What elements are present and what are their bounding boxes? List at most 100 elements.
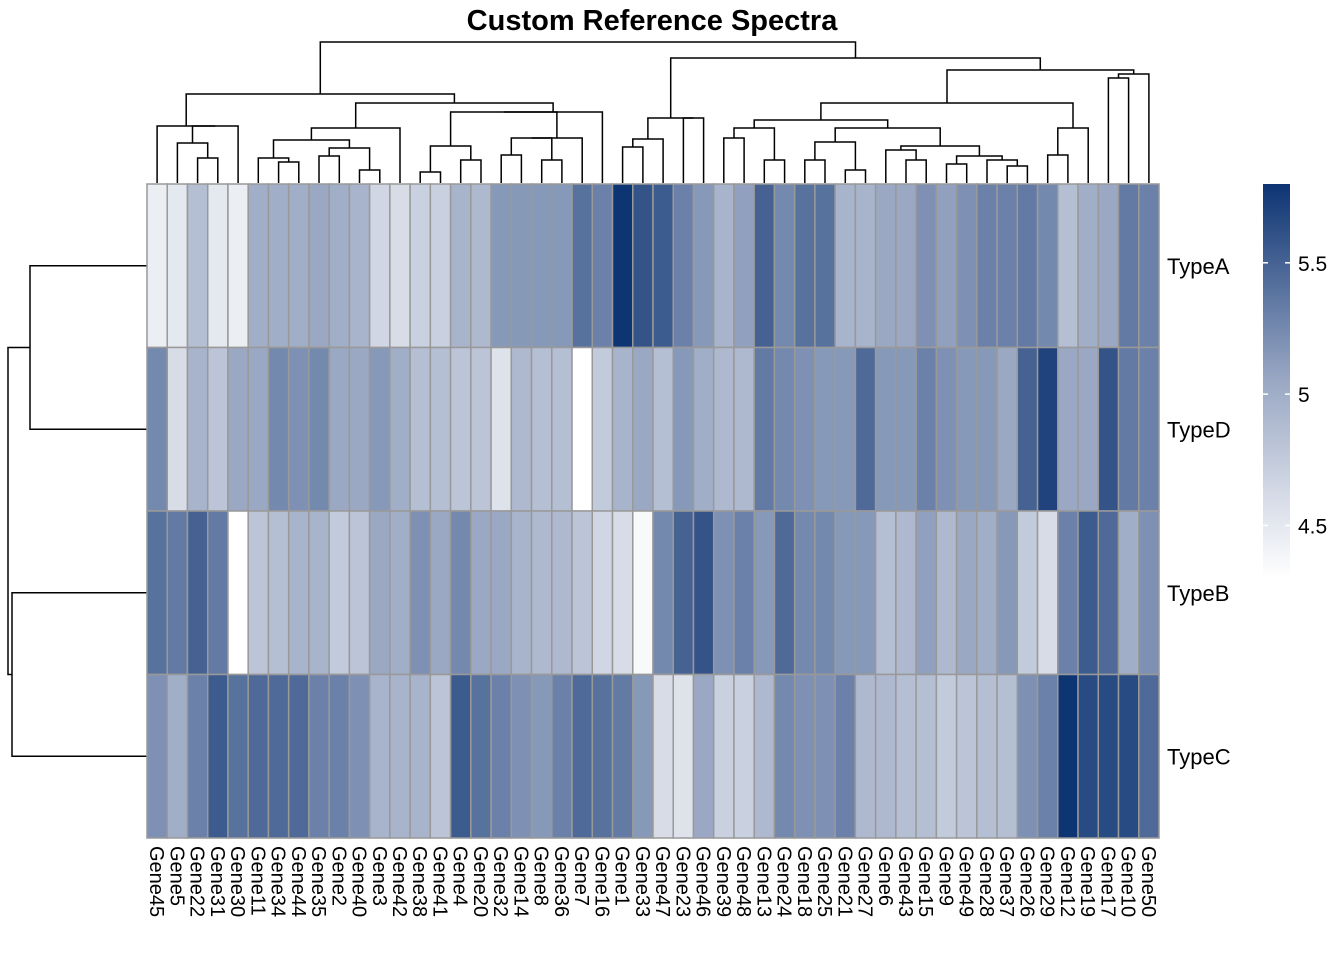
- column-label: Gene21: [833, 846, 855, 917]
- heatmap-cell: [510, 183, 533, 349]
- column-label: Gene38: [408, 846, 430, 917]
- heatmap-cell: [692, 183, 715, 349]
- heatmap-cell: [490, 673, 513, 839]
- heatmap-cell: [267, 673, 290, 839]
- column-label: Gene27: [854, 846, 876, 917]
- heatmap-cell: [611, 346, 634, 512]
- heatmap-cell: [287, 673, 310, 839]
- dendrogram-branch: [945, 163, 968, 183]
- column-label: Gene4: [449, 846, 471, 906]
- heatmap-cell: [429, 673, 452, 839]
- column-label: Gene30: [226, 846, 248, 917]
- column-label: Gene19: [1076, 846, 1098, 917]
- heatmap-cell: [308, 183, 330, 349]
- dendrogram-branch: [156, 125, 216, 183]
- dendrogram-branch: [29, 265, 147, 431]
- column-label: Gene12: [1056, 846, 1078, 917]
- heatmap-cell: [672, 510, 695, 676]
- heatmap-cell: [854, 673, 877, 839]
- heatmap-cell: [206, 183, 229, 349]
- heatmap-cell: [611, 510, 634, 676]
- heatmap-cell: [976, 183, 998, 349]
- heatmap-cell: [389, 673, 411, 839]
- column-label: Gene41: [429, 846, 451, 917]
- heatmap-cell: [449, 346, 472, 512]
- dendrogram-branch: [1046, 154, 1069, 183]
- column-labels: Gene45Gene5Gene22Gene31Gene30Gene11Gene3…: [145, 846, 1159, 917]
- dendrogram-branch: [1107, 77, 1130, 183]
- column-label: Gene9: [935, 846, 957, 906]
- heatmap-cell: [874, 346, 897, 512]
- dendrogram-branch: [682, 117, 705, 183]
- column-label: Gene32: [489, 846, 511, 917]
- heatmap-cell: [247, 510, 270, 676]
- dendrogram-branch: [814, 141, 857, 170]
- dendrogram-branch: [176, 142, 209, 183]
- heatmap-cell: [996, 346, 1019, 512]
- heatmap-cell: [1036, 183, 1059, 349]
- column-label: Gene17: [1096, 846, 1118, 917]
- heatmap-cell: [247, 346, 270, 512]
- heatmap-cell: [146, 346, 168, 512]
- heatmap-cell: [1016, 183, 1039, 349]
- column-label: Gene47: [651, 846, 673, 917]
- column-label: Gene23: [671, 846, 693, 917]
- heatmap-cell: [551, 346, 573, 512]
- heatmap-cell: [652, 510, 674, 676]
- column-label: Gene34: [267, 846, 289, 917]
- legend-tick-label: 4.5: [1298, 516, 1327, 539]
- row-label: TypeC: [1167, 744, 1231, 769]
- heatmap-cell: [227, 183, 249, 349]
- heatmap-cell: [632, 510, 654, 676]
- column-label: Gene28: [975, 846, 997, 917]
- heatmap-cell: [591, 183, 614, 349]
- heatmap-cell: [712, 346, 735, 512]
- heatmap-cell: [510, 346, 533, 512]
- dendrogram-branch: [500, 154, 523, 183]
- heatmap-cell: [186, 510, 209, 676]
- heatmap-cell: [793, 673, 816, 839]
- column-label: Gene44: [287, 846, 309, 917]
- heatmap-cell: [1138, 510, 1160, 676]
- row-label: TypeD: [1167, 417, 1231, 442]
- heatmap-cell: [773, 183, 796, 349]
- heatmap-cell: [1036, 510, 1059, 676]
- heatmap-cell: [146, 673, 168, 839]
- heatmap-cell: [267, 183, 290, 349]
- heatmap-cell: [308, 673, 330, 839]
- heatmap-cell: [409, 510, 432, 676]
- heatmap-cell: [368, 346, 391, 512]
- heatmap-cell: [834, 183, 857, 349]
- heatmap-cell: [449, 183, 472, 349]
- heatmap-cell: [773, 673, 796, 839]
- heatmap-cell: [571, 510, 594, 676]
- chart-title: Custom Reference Spectra: [467, 5, 839, 37]
- heatmap-cell: [308, 510, 330, 676]
- heatmap-cell: [166, 183, 189, 349]
- dendrogram-branch: [510, 137, 553, 160]
- dendrogram-branch: [196, 157, 219, 183]
- heatmap-cell: [672, 673, 695, 839]
- heatmap-cell: [976, 673, 998, 839]
- heatmap-cell: [753, 346, 776, 512]
- heatmap-cell: [591, 346, 614, 512]
- heatmap-cell: [530, 510, 553, 676]
- column-label: Gene42: [388, 846, 410, 917]
- heatmap-cell: [632, 673, 654, 839]
- heatmap-cell: [328, 673, 351, 839]
- heatmap-cell: [571, 673, 594, 839]
- heatmap-cell: [287, 510, 310, 676]
- heatmap-cell: [571, 346, 594, 512]
- heatmap-cell: [834, 673, 857, 839]
- heatmap-cell: [247, 673, 270, 839]
- heatmap-cell: [874, 510, 897, 676]
- heatmap-cell: [328, 183, 351, 349]
- heatmap-cell: [530, 346, 553, 512]
- dendrogram-branch: [632, 138, 664, 183]
- heatmap-cell: [692, 510, 715, 676]
- heatmap-cell: [632, 183, 654, 349]
- heatmap-cell: [1016, 673, 1039, 839]
- heatmap-cell: [1057, 510, 1079, 676]
- column-label: Gene29: [1036, 846, 1058, 917]
- heatmap-cell: [793, 510, 816, 676]
